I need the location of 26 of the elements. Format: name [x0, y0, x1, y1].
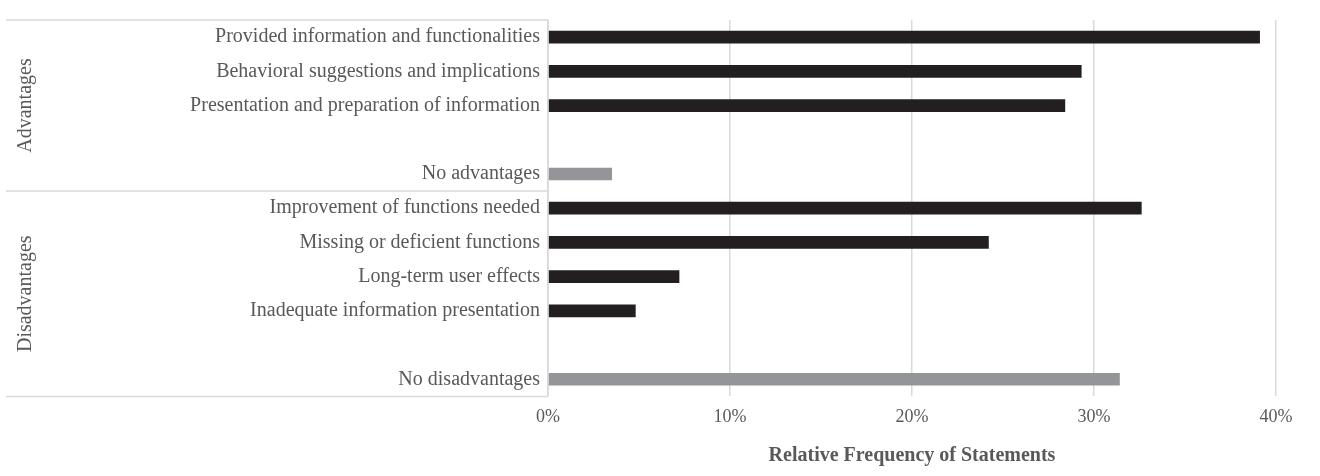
bar	[548, 167, 613, 181]
bar	[548, 372, 1120, 386]
y-tick-label: Improvement of functions needed	[269, 195, 540, 219]
x-tick-label: 0%	[536, 405, 560, 426]
text: Advantages	[13, 58, 37, 153]
x-tick-label: 20%	[895, 405, 929, 426]
y-tick-label: Long-term user effects	[358, 263, 541, 287]
y-tick-label: Missing or deficient functions	[299, 229, 541, 253]
x-tick-label: 40%	[1259, 405, 1293, 426]
bar	[548, 99, 1066, 112]
text: Disadvantages	[13, 235, 37, 353]
y-tick-label: Presentation and preparation of information	[190, 92, 540, 116]
x-tick-label: 10%	[713, 405, 747, 426]
y-tick-label: Provided information and functionalities	[215, 24, 541, 47]
y-tick-label: Inadequate information presentation	[250, 298, 540, 322]
y-tick-label: Behavioral suggestions and implications	[216, 58, 541, 82]
bar	[548, 30, 1260, 44]
x-tick-label: 30%	[1077, 405, 1111, 426]
bar	[548, 201, 1142, 215]
y-tick-label: No disadvantages	[398, 366, 541, 390]
bar	[548, 270, 680, 283]
x-axis-title: Relative Frequency of Statements	[768, 443, 1056, 467]
bar	[548, 304, 636, 318]
bar	[548, 236, 989, 249]
bar	[548, 65, 1082, 78]
y-tick-label: No advantages	[421, 161, 541, 185]
